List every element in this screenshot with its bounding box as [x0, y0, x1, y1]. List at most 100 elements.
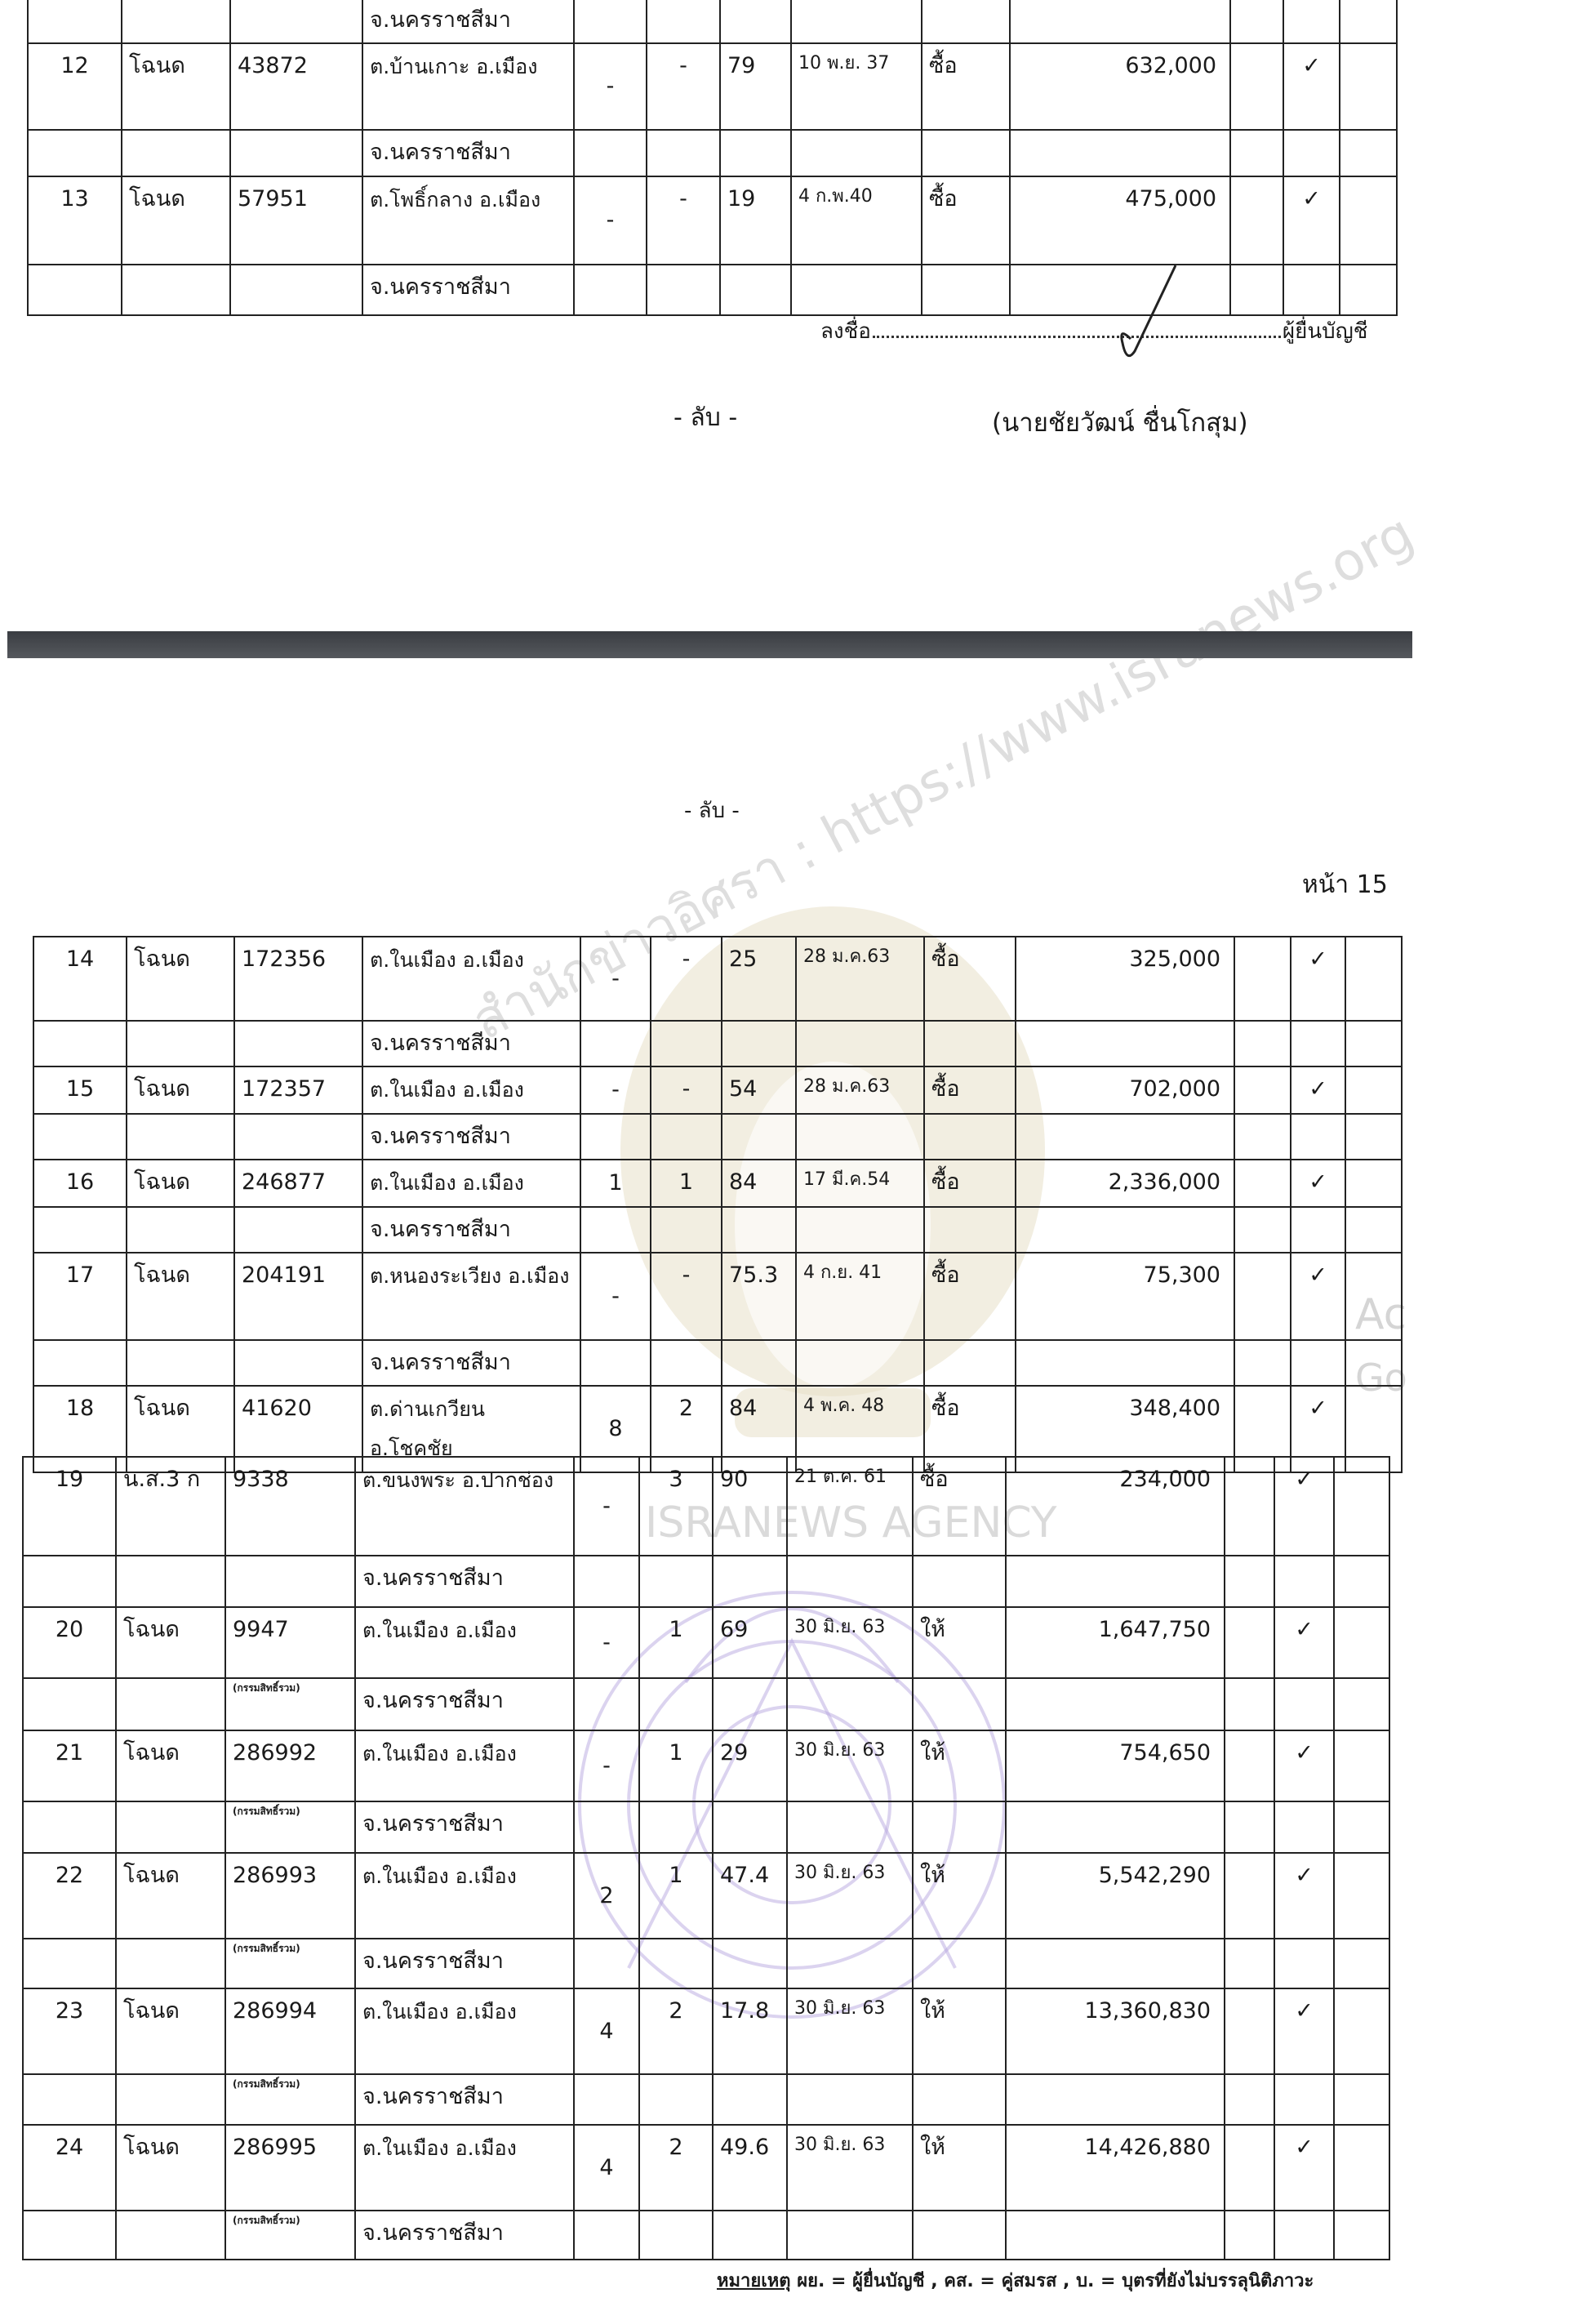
price: 5,542,290: [1005, 1852, 1225, 1939]
acquired-date: 17 มี.ค.54: [795, 1159, 925, 1208]
area-ngan: 2: [638, 1988, 714, 2075]
acquired-date: 4 ก.ย. 41: [795, 1252, 925, 1341]
price: 325,000: [1015, 936, 1235, 1022]
blank-cell: [912, 2210, 1007, 2260]
blank-cell: [719, 0, 792, 44]
table-row: 21 โฉนด 286992 ต.ในเมือง อ.เมือง -1 29 30 มิ.ย…: [22, 1730, 1390, 1802]
blank-cell: [786, 1555, 914, 1608]
acquisition-method: ซื้อ: [912, 1456, 1007, 1556]
blank-cell: [650, 1113, 722, 1160]
blank-cell: [650, 1206, 722, 1253]
blank-cell: [1345, 1206, 1403, 1253]
blank-cell: [1015, 1339, 1235, 1387]
location: ต.โพธิ์กลาง อ.เมือง: [362, 176, 575, 265]
deed-note: (กรรมสิทธิ์รวม): [233, 2078, 300, 2090]
blank-cell: [1005, 1801, 1225, 1854]
area-ngan: 1: [638, 1852, 714, 1939]
acquisition-method: ซื้อ: [921, 42, 1011, 131]
blank-cell: [646, 129, 721, 177]
signer-role: ผู้ยื่นบัญชี: [1282, 319, 1368, 344]
blank-cell: [1234, 1206, 1291, 1253]
price: 2,336,000: [1015, 1159, 1235, 1208]
owner-check: ✓: [1274, 1852, 1335, 1939]
blank-cell: [638, 1555, 714, 1608]
blank-cell: [712, 1801, 788, 1854]
acquisition-method: ให้: [912, 1606, 1007, 1679]
table-row: 17 โฉนด 204191 ต.หนองระเวียง อ.เมือง - -75.3 4…: [33, 1252, 1403, 1341]
blank-cell: [1005, 1555, 1225, 1608]
blank-cell: [1234, 936, 1291, 1022]
area-rai: -: [573, 1730, 640, 1802]
blank-cell: [1224, 1456, 1275, 1556]
blank-cell: [1333, 1555, 1390, 1608]
area-rai: -: [573, 1456, 640, 1556]
area-ngan: -: [650, 1066, 722, 1115]
blank-cell: [573, 0, 647, 44]
blank-cell: [638, 1938, 714, 1989]
blank-cell: [1345, 1159, 1403, 1208]
province: จ.นครราชสีมา: [354, 2210, 575, 2260]
blank-cell: [1283, 129, 1340, 177]
blank-cell: [1229, 42, 1284, 131]
price: 75,300: [1015, 1252, 1235, 1341]
signature-line: ลงชื่อ ผู้ยื่นบัญชี: [820, 314, 1367, 348]
table-row: 15 โฉนด 172357 ต.ในเมือง อ.เมือง - -54 28 ม.ค.…: [33, 1066, 1403, 1115]
record-number: 16: [33, 1159, 127, 1208]
deed-number: 9947: [225, 1606, 356, 1679]
owner-check: ✓: [1290, 1066, 1346, 1115]
record-number: 21: [22, 1730, 117, 1802]
blank-cell: [1224, 1677, 1275, 1731]
record-number: 15: [33, 1066, 127, 1115]
blank-cell: [1283, 264, 1340, 316]
area-ngan: 1: [650, 1159, 722, 1208]
table-subrow: จ.นครราชสีมา: [33, 1020, 1403, 1067]
blank-cell: [1005, 2073, 1225, 2126]
blank-cell: [1224, 1730, 1275, 1802]
blank-cell: [121, 129, 231, 177]
province: จ.นครราชสีมา: [362, 129, 575, 177]
deed-type: โฉนด: [126, 1252, 235, 1341]
blank-cell: [1345, 936, 1403, 1022]
area-ngan: 2: [638, 2124, 714, 2211]
blank-cell: [923, 1206, 1016, 1253]
owner-check: ✓: [1283, 176, 1340, 265]
blank-cell: [115, 2073, 226, 2126]
deed-number: 286992: [225, 1730, 356, 1802]
page-number: หน้า 15: [1302, 871, 1388, 899]
acquired-date: 28 ม.ค.63: [795, 1066, 925, 1115]
deed-number: 172356: [233, 936, 363, 1022]
deed-type: โฉนด: [121, 42, 231, 131]
table-subrow: (กรรมสิทธิ์รวม) จ.นครราชสีมา: [22, 1677, 1390, 1731]
table-row: 23 โฉนด 286994 ต.ในเมือง อ.เมือง 4 2 17.8 30 มิ…: [22, 1988, 1390, 2075]
area-square-wa: 90: [712, 1456, 788, 1556]
blank-cell: [1229, 176, 1284, 265]
deed-type: โฉนด: [115, 1988, 226, 2075]
area-rai: -: [580, 936, 651, 1022]
area-ngan: 1: [638, 1730, 714, 1802]
table-subrow: จ.นครราชสีมา: [27, 0, 1398, 44]
blank-cell: [126, 1020, 235, 1067]
blank-cell: [1234, 1252, 1291, 1341]
deed-type: โฉนด: [115, 2124, 226, 2211]
area-square-wa: 49.6: [712, 2124, 788, 2211]
blank-cell: [921, 129, 1011, 177]
blank-cell: [912, 2073, 1007, 2126]
blank-cell: [1290, 1339, 1346, 1387]
acquisition-method: ซื้อ: [923, 936, 1016, 1022]
blank-cell: [786, 2073, 914, 2126]
blank-cell: [719, 129, 792, 177]
blank-cell: [33, 1206, 127, 1253]
table-subrow: จ.นครราชสีมา: [22, 1555, 1390, 1608]
blank-cell: [580, 1113, 651, 1160]
area-square-wa: 79: [719, 42, 792, 131]
deed-type: โฉนด: [126, 936, 235, 1022]
price: 754,650: [1005, 1730, 1225, 1802]
blank-cell: [712, 2210, 788, 2260]
acquisition-method: ซื้อ: [923, 1252, 1016, 1341]
blank-cell: [22, 1938, 117, 1989]
acquisition-method: ซื้อ: [923, 1159, 1016, 1208]
blank-cell: [795, 1113, 925, 1160]
blank-cell: [33, 1339, 127, 1387]
area-rai: 1: [580, 1159, 651, 1208]
blank-cell: [573, 1801, 640, 1854]
